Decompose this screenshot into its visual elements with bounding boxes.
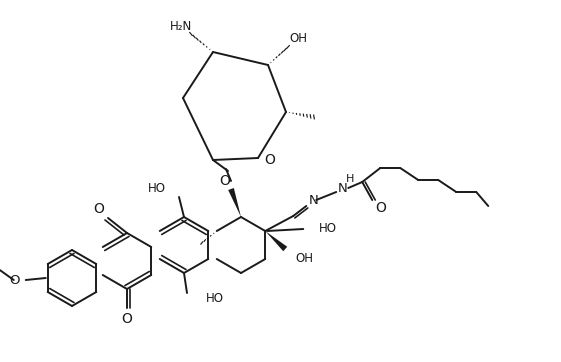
Text: HO: HO <box>319 223 337 236</box>
Text: N: N <box>309 194 318 206</box>
Text: H₂N: H₂N <box>170 20 192 33</box>
Text: OH: OH <box>295 253 313 265</box>
Text: O: O <box>9 274 20 286</box>
Text: OH: OH <box>289 33 307 46</box>
Text: O: O <box>122 312 132 326</box>
Text: N: N <box>337 181 347 194</box>
Text: O: O <box>94 202 104 216</box>
Text: H: H <box>346 174 355 184</box>
Text: HO: HO <box>148 182 166 195</box>
Text: O: O <box>375 201 385 215</box>
Text: O: O <box>265 153 275 167</box>
Polygon shape <box>228 188 241 217</box>
Text: HO: HO <box>206 292 224 306</box>
Text: O: O <box>219 174 231 188</box>
Polygon shape <box>265 231 287 251</box>
